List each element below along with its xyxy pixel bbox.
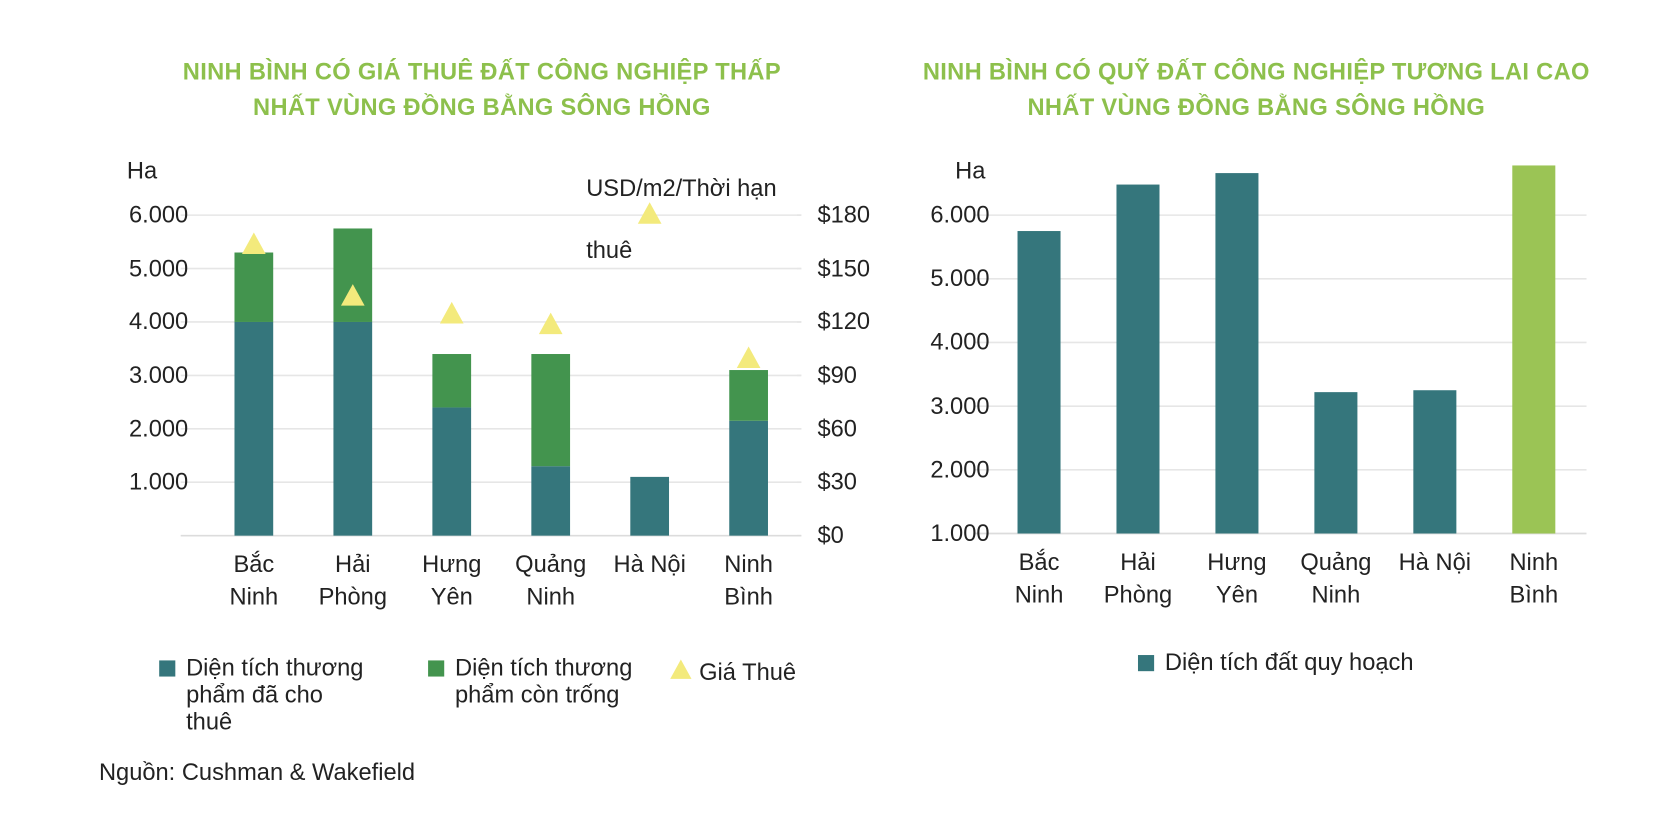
- y2-tick-label: $0: [817, 521, 844, 549]
- y-tick-label: 5.000: [129, 254, 189, 282]
- bar: [234, 252, 274, 322]
- y2-axis-title: USD/m2/Thời hạn thuê: [586, 174, 777, 264]
- bar: [630, 476, 670, 536]
- y2-tick-label: $60: [817, 414, 857, 442]
- bar: [1215, 173, 1259, 534]
- bar: [1413, 390, 1457, 534]
- x-tick-label: Quảng Ninh: [515, 550, 587, 610]
- y-tick-label: 4.000: [930, 328, 990, 356]
- x-tick-label: Hải Phòng: [318, 550, 388, 610]
- chart-title: NINH BÌNH CÓ QUỸ ĐẤT CÔNG NGHIỆP TƯƠNG L…: [922, 58, 1590, 121]
- y-tick-label: 4.000: [129, 307, 189, 335]
- bar: [531, 466, 571, 536]
- y-axis-title: Ha: [955, 157, 986, 184]
- y-tick-label: 1.000: [129, 468, 189, 496]
- bar: [432, 354, 472, 408]
- y2-tick-label: $120: [817, 307, 871, 335]
- legend-marker: [428, 660, 445, 677]
- y-tick-label: 3.000: [129, 361, 189, 389]
- x-tick-label: Bắc Ninh: [1014, 548, 1064, 608]
- bar: [1512, 165, 1556, 534]
- legend-label: Diện tích thương phẩm đã cho thuê: [186, 653, 364, 735]
- bar: [234, 321, 274, 536]
- x-tick-label: Hưng Yên: [1207, 548, 1267, 608]
- y-tick-label: 6.000: [930, 201, 990, 229]
- legend-marker: [159, 660, 176, 677]
- price-marker: [242, 232, 266, 254]
- x-tick-label: Ninh Bình: [724, 550, 773, 610]
- y-tick-label: 3.000: [930, 392, 990, 420]
- legend-label: Giá Thuê: [699, 658, 797, 686]
- price-marker: [538, 312, 563, 335]
- y-tick-label: 5.000: [930, 264, 990, 292]
- price-marker: [736, 346, 761, 368]
- y-tick-label: 6.000: [129, 201, 189, 229]
- y-axis-title: Ha: [126, 157, 158, 184]
- y-tick-label: 2.000: [930, 455, 990, 483]
- x-tick-label: Hà Nội: [1398, 548, 1472, 576]
- bar: [1116, 184, 1160, 534]
- bar: [1017, 231, 1061, 534]
- bar: [1314, 392, 1358, 534]
- y2-tick-label: $90: [817, 361, 857, 389]
- bar: [333, 228, 373, 322]
- legend-marker: [1137, 655, 1155, 672]
- x-tick-label: Hải Phòng: [1103, 548, 1173, 608]
- source-note: Nguồn: Cushman & Wakefield: [98, 758, 416, 786]
- y2-tick-label: $30: [817, 468, 857, 496]
- y2-tick-label: $150: [817, 254, 871, 282]
- y-tick-label: 1.000: [930, 519, 990, 547]
- x-tick-label: Ninh Bình: [1509, 548, 1559, 608]
- bar: [531, 354, 571, 467]
- y-tick-label: 2.000: [129, 414, 189, 442]
- x-tick-label: Quảng Ninh: [1300, 548, 1372, 608]
- legend-label: Diện tích thương phẩm còn trống: [454, 653, 633, 708]
- legend-marker: [670, 659, 692, 679]
- bar: [729, 370, 768, 421]
- legend-label: Diện tích đất quy hoạch: [1164, 648, 1414, 676]
- x-tick-label: Bắc Ninh: [229, 550, 279, 610]
- price-marker: [637, 202, 662, 224]
- bar: [333, 321, 373, 536]
- bar: [432, 407, 472, 536]
- x-tick-label: Hà Nội: [613, 550, 686, 578]
- x-tick-label: Hưng Yên: [422, 550, 482, 610]
- y2-tick-label: $180: [817, 201, 871, 229]
- chart-title: NINH BÌNH CÓ GIÁ THUÊ ĐẤT CÔNG NGHIỆP TH…: [182, 58, 781, 121]
- price-marker: [439, 301, 464, 324]
- price-marker: [340, 284, 365, 306]
- bar: [729, 420, 768, 536]
